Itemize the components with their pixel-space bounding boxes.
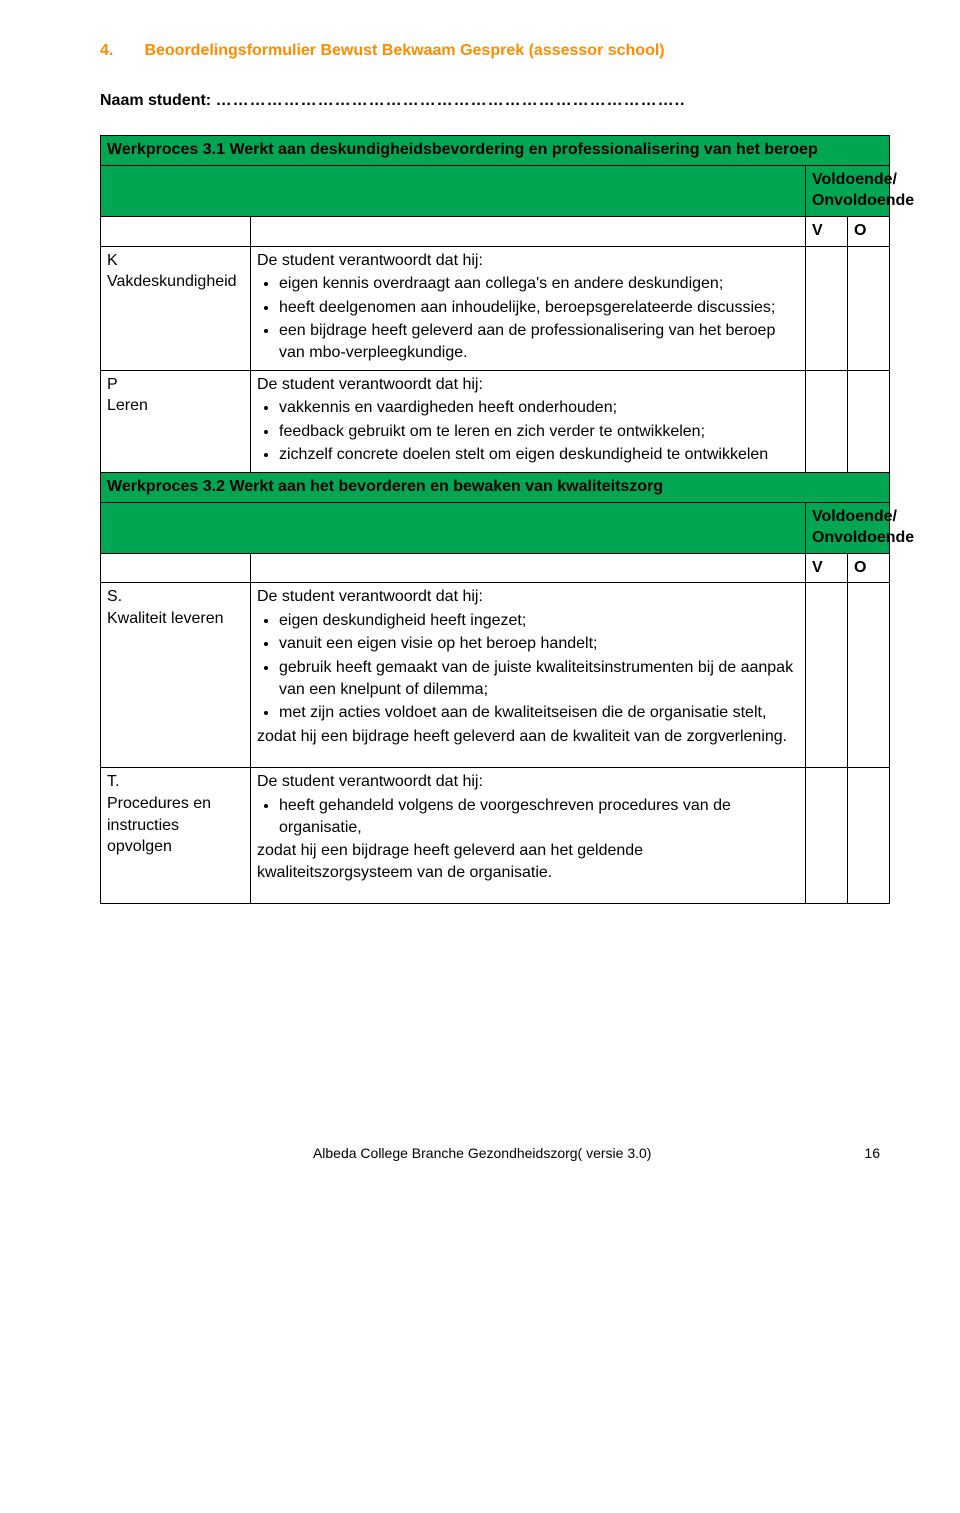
rowT-left: T. Procedures en instructies opvolgen [101, 768, 251, 904]
rowS-label: Kwaliteit leveren [107, 610, 224, 627]
wp31-vo-label-row: Voldoende/ Onvoldoende [101, 165, 890, 216]
wp32-vo-label: Voldoende/ Onvoldoende [805, 502, 889, 553]
table-row: K Vakdeskundigheid De student verantwoor… [101, 246, 890, 370]
list-item: met zijn acties voldoet aan de kwaliteit… [279, 702, 799, 724]
rowT-code: T. [107, 773, 119, 790]
wp31-vo-header-row: V O [101, 216, 890, 246]
page-number: 16 [864, 1144, 880, 1163]
rowT-label: Procedures en instructies opvolgen [107, 795, 211, 855]
rowK-label: Vakdeskundigheid [107, 273, 237, 290]
list-item: heeft gehandeld volgens de voorgeschreve… [279, 795, 799, 838]
rowS-intro: De student verantwoordt dat hij: [257, 586, 799, 608]
naam-dots: ……………………………………………………………………….. [216, 92, 686, 109]
rowT-v-cell[interactable] [805, 768, 847, 904]
rowT-zodat: zodat hij een bijdrage heeft geleverd aa… [257, 840, 799, 883]
list-item: een bijdrage heeft geleverd aan de profe… [279, 320, 799, 363]
list-item: feedback gebruikt om te leren en zich ve… [279, 421, 799, 443]
rowP-v-cell[interactable] [805, 370, 847, 472]
naam-label: Naam student: [100, 92, 211, 109]
rowT-content: De student verantwoordt dat hij: heeft g… [251, 768, 806, 904]
list-item: eigen deskundigheid heeft ingezet; [279, 610, 799, 632]
list-item: vakkennis en vaardigheden heeft onderhou… [279, 397, 799, 419]
rowS-code: S. [107, 588, 122, 605]
wp32-col-o: O [847, 553, 889, 583]
rowP-content: De student verantwoordt dat hij: vakkenn… [251, 370, 806, 472]
wp32-vo-label-row: Voldoende/ Onvoldoende [101, 502, 890, 553]
wp31-col-o: O [847, 216, 889, 246]
list-item: gebruik heeft gemaakt van de juiste kwal… [279, 657, 799, 700]
naam-student-line: Naam student: ……………………………………………………………………… [100, 90, 890, 112]
rowP-label: Leren [107, 397, 148, 414]
rowT-list: heeft gehandeld volgens de voorgeschreve… [257, 795, 799, 838]
list-item: vanuit een eigen visie op het beroep han… [279, 633, 799, 655]
table-row: S. Kwaliteit leveren De student verantwo… [101, 583, 890, 768]
wp31-title-row: Werkproces 3.1 Werkt aan deskundigheidsb… [101, 136, 890, 166]
rowK-left: K Vakdeskundigheid [101, 246, 251, 370]
rowS-list: eigen deskundigheid heeft ingezet; vanui… [257, 610, 799, 724]
footer-text: Albeda College Branche Gezondheidszorg( … [313, 1145, 652, 1161]
rowK-list: eigen kennis overdraagt aan collega's en… [257, 273, 799, 363]
rowS-zodat: zodat hij een bijdrage heeft geleverd aa… [257, 726, 799, 748]
rowT-intro: De student verantwoordt dat hij: [257, 771, 799, 793]
wp31-title: Werkproces 3.1 Werkt aan deskundigheidsb… [101, 136, 890, 166]
rowP-left: P Leren [101, 370, 251, 472]
rowT-o-cell[interactable] [847, 768, 889, 904]
table-row: T. Procedures en instructies opvolgen De… [101, 768, 890, 904]
wp32-title-row: Werkproces 3.2 Werkt aan het bevorderen … [101, 472, 890, 502]
wp31-col-v: V [805, 216, 847, 246]
rowP-list: vakkennis en vaardigheden heeft onderhou… [257, 397, 799, 466]
section-number: 4. [100, 40, 140, 62]
wp32-col-v: V [805, 553, 847, 583]
rowP-o-cell[interactable] [847, 370, 889, 472]
list-item: heeft deelgenomen aan inhoudelijke, bero… [279, 297, 799, 319]
rowS-left: S. Kwaliteit leveren [101, 583, 251, 768]
rowS-content: De student verantwoordt dat hij: eigen d… [251, 583, 806, 768]
section-heading: 4. Beoordelingsformulier Bewust Bekwaam … [100, 40, 890, 62]
rowK-v-cell[interactable] [805, 246, 847, 370]
table-row: P Leren De student verantwoordt dat hij:… [101, 370, 890, 472]
section-title: Beoordelingsformulier Bewust Bekwaam Ges… [144, 40, 664, 62]
assessment-table: Werkproces 3.1 Werkt aan deskundigheidsb… [100, 135, 890, 904]
list-item: zichzelf concrete doelen stelt om eigen … [279, 444, 799, 466]
wp31-vo-label: Voldoende/ Onvoldoende [805, 165, 889, 216]
list-item: eigen kennis overdraagt aan collega's en… [279, 273, 799, 295]
rowS-v-cell[interactable] [805, 583, 847, 768]
page-footer: Albeda College Branche Gezondheidszorg( … [100, 1144, 890, 1163]
rowS-o-cell[interactable] [847, 583, 889, 768]
wp32-title: Werkproces 3.2 Werkt aan het bevorderen … [101, 472, 890, 502]
wp32-vo-header-row: V O [101, 553, 890, 583]
rowK-content: De student verantwoordt dat hij: eigen k… [251, 246, 806, 370]
rowP-code: P [107, 376, 118, 393]
rowK-intro: De student verantwoordt dat hij: [257, 250, 799, 272]
rowK-o-cell[interactable] [847, 246, 889, 370]
rowP-intro: De student verantwoordt dat hij: [257, 374, 799, 396]
rowK-code: K [107, 252, 118, 269]
